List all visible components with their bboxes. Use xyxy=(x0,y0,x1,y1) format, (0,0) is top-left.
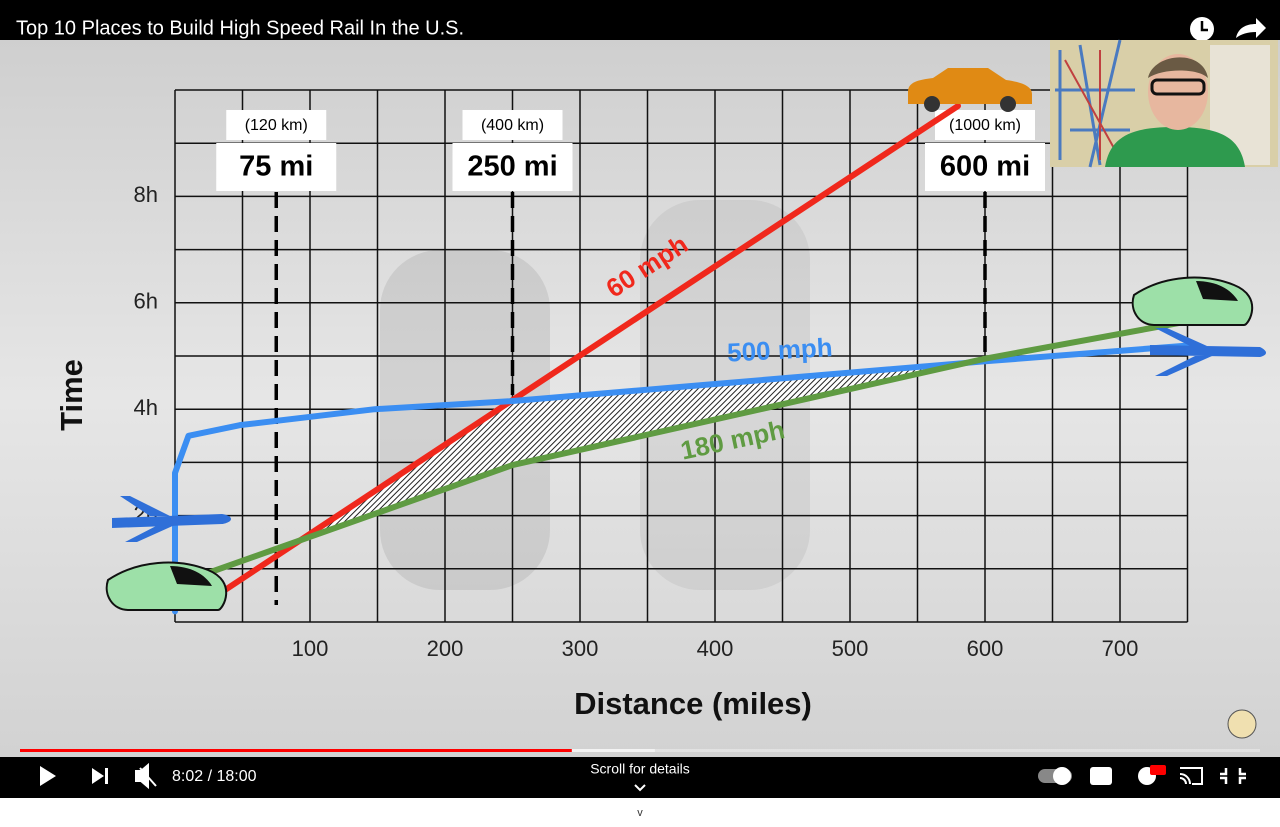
x-axis-label: Distance (miles) xyxy=(574,686,812,721)
progress-played xyxy=(20,749,572,752)
distance-sublabel: (120 km) xyxy=(245,117,308,134)
distance-label: 75 mi xyxy=(239,151,313,183)
next-button[interactable] xyxy=(92,768,108,784)
clock-hands xyxy=(1200,21,1208,32)
mute-button[interactable] xyxy=(135,762,157,790)
car-icon xyxy=(908,68,1032,112)
play-button[interactable] xyxy=(40,766,56,786)
time-display: 8:02 / 18:00 xyxy=(172,768,257,785)
scroll-hint[interactable]: Scroll for details xyxy=(590,761,690,777)
footer-chevron: v xyxy=(637,807,643,819)
plane-icon xyxy=(1150,328,1266,376)
y-tick-label: 8h xyxy=(134,182,158,207)
label-box xyxy=(935,110,1035,140)
cast-button[interactable] xyxy=(1179,767,1203,785)
captions-button[interactable] xyxy=(1090,767,1112,785)
y-axis-label: Time xyxy=(54,359,89,431)
autoplay-knob xyxy=(1053,767,1071,785)
x-tick-label: 600 xyxy=(967,636,1004,661)
y-tick-label: 6h xyxy=(134,289,158,314)
label-box xyxy=(452,143,573,191)
video-title[interactable]: Top 10 Places to Build High Speed Rail I… xyxy=(16,17,464,39)
y-tick-label: 4h xyxy=(134,395,158,420)
x-tick-label: 700 xyxy=(1102,636,1139,661)
distance-sublabel: (1000 km) xyxy=(949,117,1021,134)
x-tick-label: 500 xyxy=(832,636,869,661)
webcam-inset xyxy=(1050,39,1278,168)
distance-sublabel: (400 km) xyxy=(481,117,544,134)
distance-label: 250 mi xyxy=(467,151,557,183)
plane-icon xyxy=(112,496,231,542)
series-line xyxy=(201,318,1191,578)
label-box xyxy=(462,110,563,140)
exit-fullscreen-button[interactable] xyxy=(1220,768,1246,784)
series-line xyxy=(172,342,1194,615)
series-label: 500 mph xyxy=(726,332,833,367)
scroll-chevron xyxy=(634,784,646,792)
label-box xyxy=(216,143,337,191)
share-icon[interactable] xyxy=(1236,18,1266,38)
distance-label: 600 mi xyxy=(940,151,1030,183)
x-tick-label: 300 xyxy=(562,636,599,661)
train-icon xyxy=(1131,276,1254,326)
x-tick-label: 200 xyxy=(427,636,464,661)
series-line xyxy=(205,102,961,604)
label-box xyxy=(226,110,327,140)
x-tick-label: 400 xyxy=(697,636,734,661)
hd-badge xyxy=(1150,765,1166,775)
channel-watermark[interactable] xyxy=(1227,709,1257,739)
x-tick-label: 100 xyxy=(292,636,329,661)
train-icon xyxy=(105,561,228,611)
label-box xyxy=(925,143,1045,191)
